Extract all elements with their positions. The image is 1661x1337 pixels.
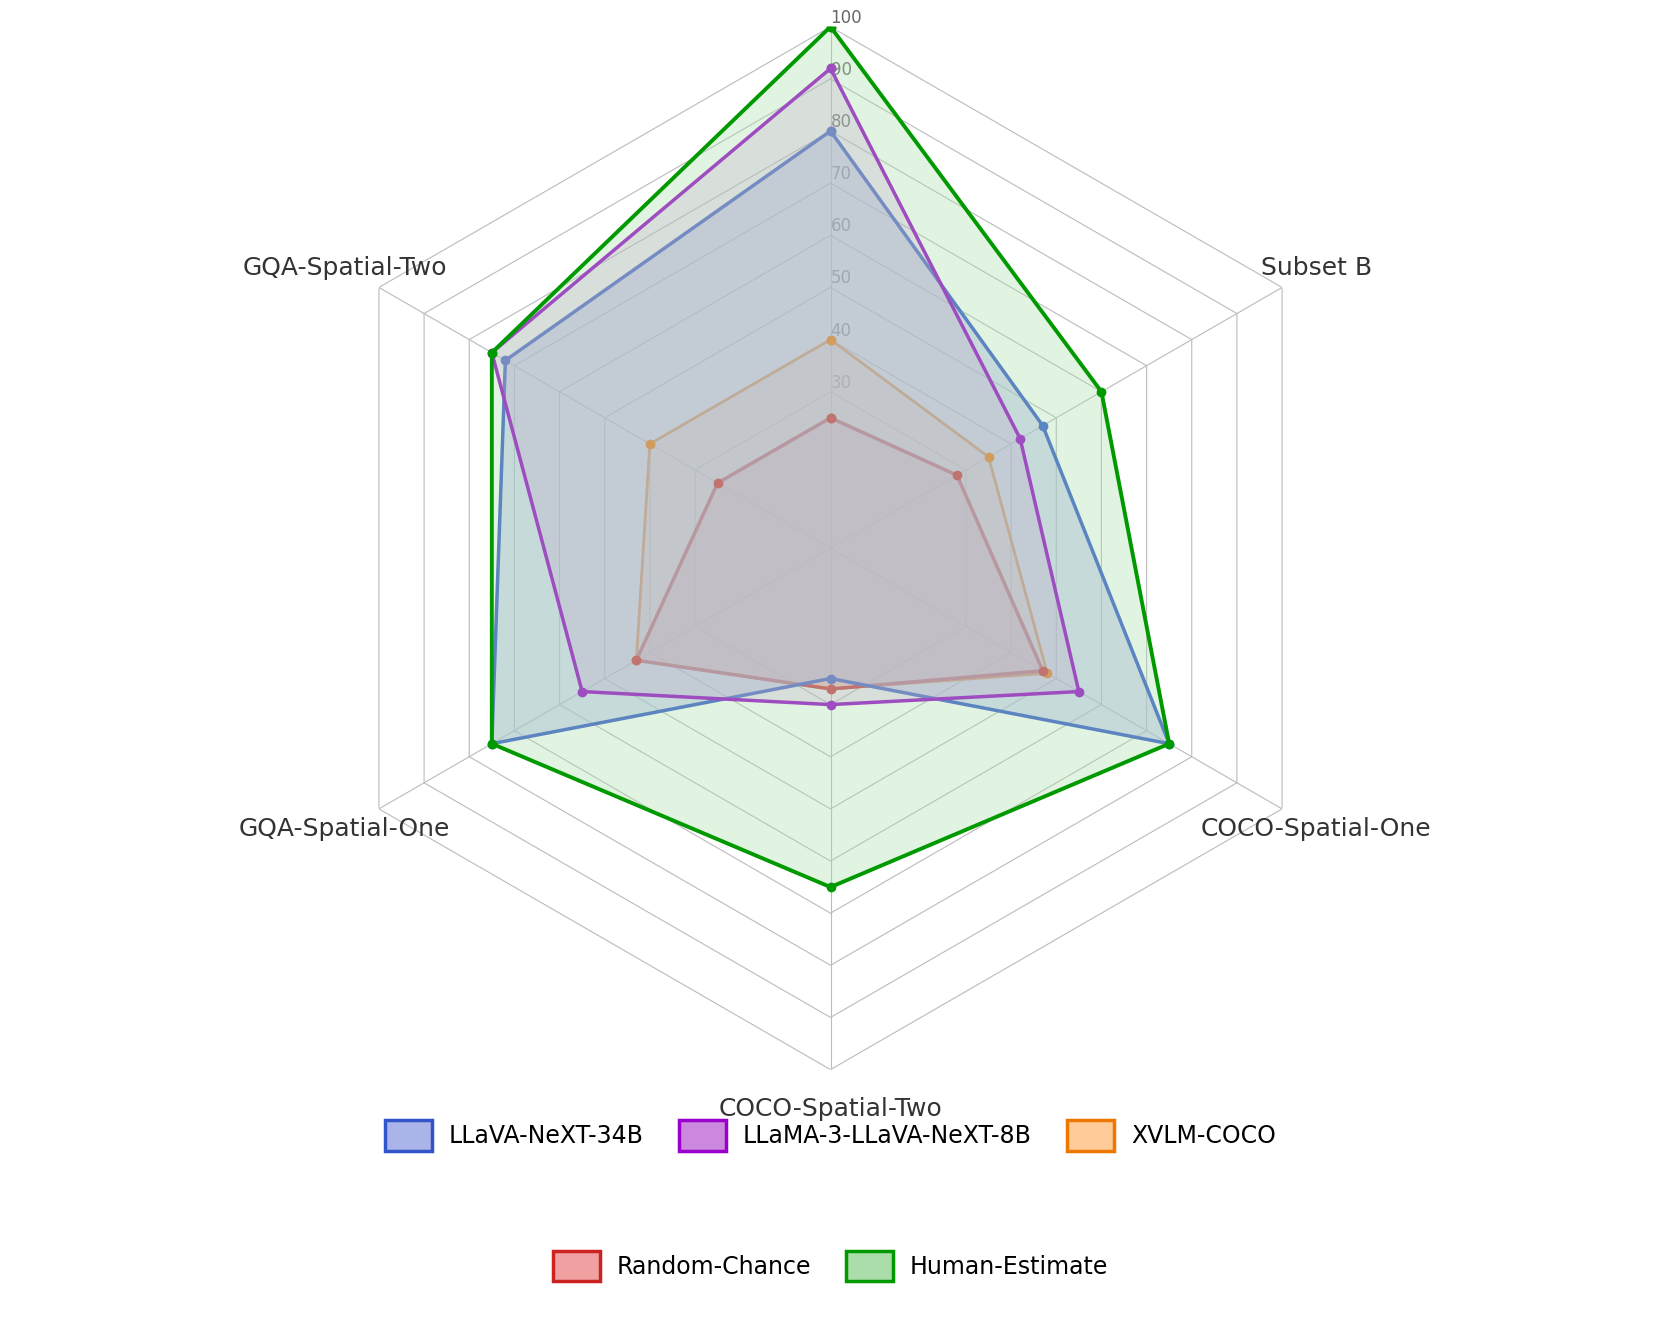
Polygon shape — [492, 131, 1169, 743]
Polygon shape — [636, 340, 1046, 689]
Polygon shape — [636, 418, 1043, 689]
Polygon shape — [492, 27, 1169, 888]
Polygon shape — [492, 68, 1080, 705]
Legend: Random-Chance, Human-Estimate: Random-Chance, Human-Estimate — [543, 1242, 1118, 1292]
